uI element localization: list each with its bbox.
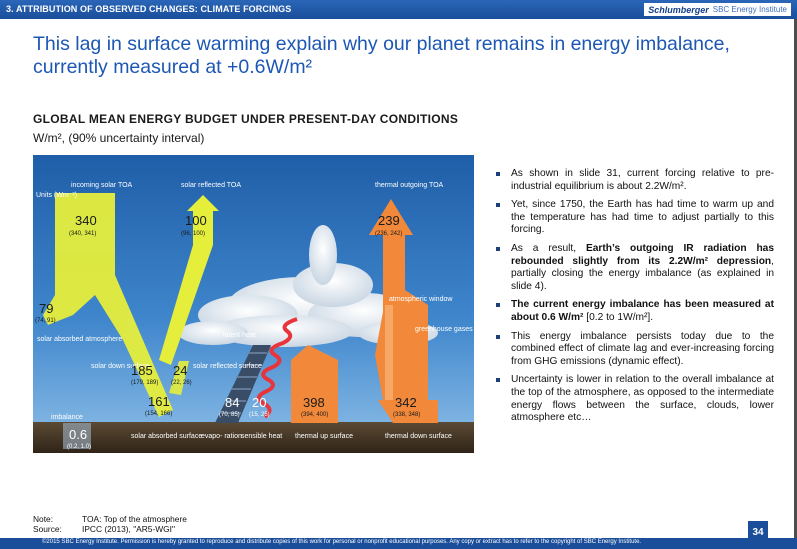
note-key: Note:: [33, 514, 54, 524]
source-key: Source:: [33, 524, 62, 534]
logo-primary: Schlumberger: [648, 4, 709, 15]
footer-bar: ©2015 SBC Energy Institute. Permission i…: [0, 538, 797, 549]
atm-absorbed-range: (74, 91): [35, 318, 56, 324]
reflected-solar-arrow: [159, 195, 219, 365]
atm-absorbed-label: solar absorbed atmosphere: [37, 336, 122, 343]
solar-down-range: (179, 189): [131, 380, 158, 386]
surf-absorbed-label: solar absorbed surface: [131, 433, 202, 440]
atm-absorbed-value: 79: [39, 301, 53, 316]
solar-refl-surf-label: solar reflected surface: [193, 363, 262, 370]
imbalance-label: imbalance: [51, 414, 83, 421]
bullet-item: The current energy imbalance has been me…: [496, 299, 774, 324]
bullet-marker: [496, 334, 500, 339]
bullet-bold-text: The current energy imbalance has been me…: [511, 299, 774, 323]
bullet-marker: [496, 303, 500, 308]
sensible-value: 20: [252, 395, 266, 410]
note-row: Note: TOA: Top of the atmosphere: [33, 514, 187, 524]
imbalance-marker: [63, 423, 91, 449]
bullet-marker: [496, 203, 500, 208]
ghg-label: greenhouse gases: [415, 326, 473, 333]
units-label: Units (Wm⁻²): [36, 192, 77, 199]
imbalance-value: 0.6: [69, 427, 87, 442]
bullet-item: Uncertainty is lower in relation to the …: [496, 374, 774, 424]
imbalance-range: (0.2, 1.0): [67, 444, 91, 450]
top-bar: 3. ATTRIBUTION OF OBSERVED CHANGES: CLIM…: [0, 0, 797, 19]
bullet-item: As shown in slide 31, current forcing re…: [496, 168, 774, 193]
bullet-bold-text: Earth’s outgoing IR radiation has reboun…: [511, 242, 774, 267]
bullet-item: As a result, Earth’s outgoing IR radiati…: [496, 243, 774, 293]
evap-value: 84: [225, 395, 239, 410]
sensible-label: sensible heat: [241, 433, 282, 440]
section-breadcrumb: 3. ATTRIBUTION OF OBSERVED CHANGES: CLIM…: [6, 4, 292, 14]
bullet-item: Yet, since 1750, the Earth has had time …: [496, 199, 774, 237]
reflected-label: solar reflected TOA: [181, 182, 241, 189]
sensible-range: (15, 25): [249, 412, 270, 418]
notes-block: Note: TOA: Top of the atmosphere Source:…: [33, 514, 187, 534]
energy-budget-svg: Units (Wm⁻²) incoming solar TOA 340 (340…: [33, 155, 474, 453]
page-number: 34: [748, 521, 768, 543]
thermal-up-value: 398: [303, 395, 325, 410]
thermal-up-arrow: [291, 345, 338, 423]
thermal-down-range: (338, 348): [393, 412, 420, 418]
source-value: IPCC (2013), "AR5-WGI": [82, 524, 175, 534]
bullet-text: Yet, since 1750, the Earth has had time …: [511, 199, 774, 236]
sensible-heat-spiral: [256, 317, 298, 419]
latent-heat-column: [215, 345, 271, 423]
bullet-text: This energy imbalance persists today due…: [511, 330, 774, 367]
evap-label: evapo- ration: [201, 433, 242, 440]
outgoing-value: 239: [378, 213, 400, 228]
solar-refl-surf-range: (22, 26): [171, 380, 192, 386]
reflected-value: 100: [185, 213, 207, 228]
atm-window-label: atmospheric window: [389, 296, 453, 303]
bullet-text: As shown in slide 31, current forcing re…: [511, 168, 774, 192]
evap-range: (70, 85): [219, 412, 240, 418]
note-value: TOA: Top of the atmosphere: [82, 514, 187, 524]
outgoing-range: (236, 242): [375, 231, 402, 237]
atmospheric-window-band: [385, 305, 393, 405]
thermal-down-arrow: [378, 400, 438, 423]
solar-down-value: 185: [131, 363, 153, 378]
bullet-text: As a result,: [511, 242, 586, 254]
bullet-item: This energy imbalance persists today due…: [496, 331, 774, 369]
diagram-title: GLOBAL MEAN ENERGY BUDGET UNDER PRESENT-…: [33, 112, 459, 126]
brand-logo: Schlumberger SBC Energy Institute: [644, 3, 791, 16]
copyright-text: ©2015 SBC Energy Institute. Permission i…: [42, 539, 642, 545]
bullet-marker: [496, 378, 500, 383]
thermal-up-range: (394, 400): [301, 412, 328, 418]
surf-absorbed-value: 161: [148, 394, 170, 409]
latent-label: latent heat: [223, 332, 256, 339]
incoming-value: 340: [75, 213, 97, 228]
thermal-up-label: thermal up surface: [295, 433, 353, 440]
bullet-text: [0.2 to 1W/m²].: [583, 311, 654, 323]
ground: [33, 422, 474, 453]
incoming-range: (340, 341): [69, 231, 96, 237]
bullet-list: As shown in slide 31, current forcing re…: [496, 168, 774, 431]
bullet-text: Uncertainty is lower in relation to the …: [511, 374, 774, 424]
thermal-down-value: 342: [395, 395, 417, 410]
surface-reflected-arrow: [169, 361, 189, 395]
energy-budget-diagram: Units (Wm⁻²) incoming solar TOA 340 (340…: [33, 155, 474, 453]
source-row: Source: IPCC (2013), "AR5-WGI": [33, 524, 187, 534]
bullet-marker: [496, 172, 500, 176]
incoming-label: incoming solar TOA: [71, 182, 133, 189]
bullet-text: , partially closing the energy imbalance…: [511, 255, 774, 292]
incoming-solar-arrow: [43, 193, 173, 417]
bullet-marker: [496, 246, 500, 251]
surf-absorbed-range: (154, 166): [145, 411, 172, 417]
reflected-range: (96, 100): [181, 231, 205, 237]
slide-edge: [794, 19, 797, 538]
solar-refl-surf-value: 24: [173, 363, 187, 378]
outgoing-label: thermal outgoing TOA: [375, 182, 444, 189]
solar-down-label: solar down surface: [91, 363, 150, 370]
slide-headline: This lag in surface warming explain why …: [33, 33, 730, 78]
logo-secondary: SBC Energy Institute: [712, 5, 787, 14]
diagram-subtitle: W/m², (90% uncertainty interval): [33, 131, 205, 145]
thermal-down-label: thermal down surface: [385, 433, 452, 440]
